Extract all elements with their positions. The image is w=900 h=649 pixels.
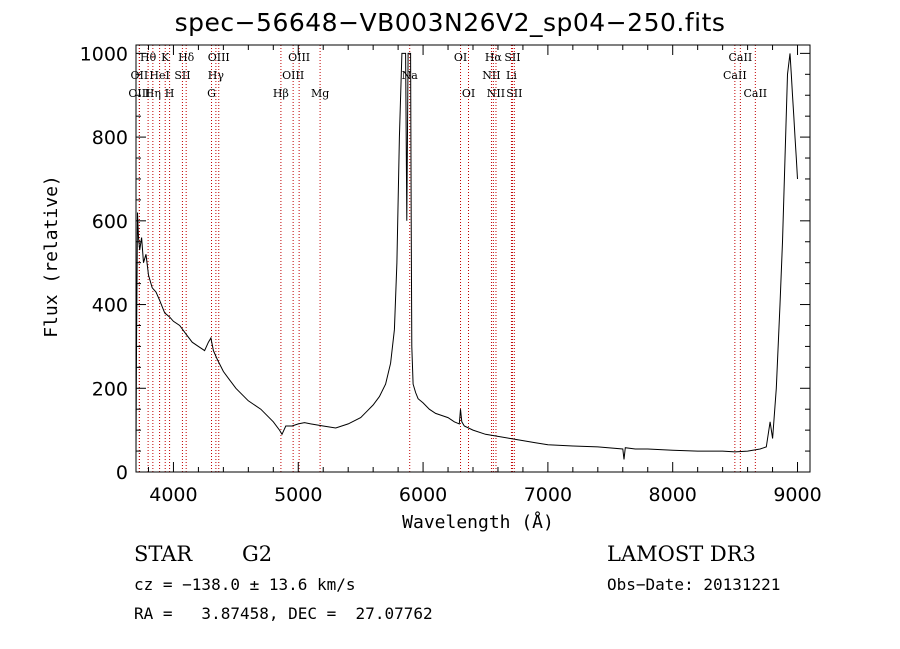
line-label-OIII: OIII: [282, 69, 304, 82]
x-tick-label: 8000: [649, 484, 697, 506]
y-tick-label: 800: [92, 127, 128, 149]
line-label-OIII: OIII: [208, 51, 230, 64]
line-label-Hη: Hη: [145, 87, 161, 100]
subclass: G2: [242, 542, 273, 566]
line-label-Li: Li: [506, 69, 517, 82]
line-label-Na: Na: [402, 69, 419, 82]
y-tick-label: 1000: [80, 43, 128, 65]
y-tick-label: 400: [92, 295, 128, 317]
y-axis-label: Flux (relative): [41, 175, 62, 338]
y-tick-label: 0: [116, 462, 128, 484]
line-label-CaII: CaII: [743, 87, 767, 100]
y-tick-label: 200: [92, 378, 128, 400]
line-label-G: G: [207, 87, 216, 100]
object-class: STAR: [134, 542, 193, 566]
line-label-Hα: Hα: [485, 51, 503, 64]
survey-name: LAMOST DR3: [607, 542, 756, 566]
line-label-NII: NII: [487, 87, 505, 100]
line-label-OI: OI: [462, 87, 475, 100]
redshift-cz: cz = −138.0 ± 13.6 km/s: [134, 575, 356, 594]
line-label-CaII: CaII: [723, 69, 747, 82]
x-tick-label: 5000: [274, 484, 322, 506]
chart-title: spec−56648−VB003N26V2_sp04−250.fits: [174, 8, 726, 37]
line-label-NII: NII: [482, 69, 500, 82]
line-label-Hβ: Hβ: [273, 87, 289, 100]
line-label-H: H: [165, 87, 175, 100]
line-label-Mg: Mg: [311, 87, 329, 100]
obs-date: Obs−Date: 20131221: [607, 575, 781, 594]
x-tick-label: 7000: [524, 484, 572, 506]
x-tick-label: 6000: [399, 484, 447, 506]
x-tick-label: 9000: [773, 484, 821, 506]
y-tick-label: 600: [92, 211, 128, 233]
plot-frame: [135, 44, 811, 473]
line-label-Hθ: Hθ: [140, 51, 157, 64]
x-axis-label: Wavelength (Å): [402, 511, 554, 533]
spectrum-line: [135, 52, 798, 460]
line-label-SII: SII: [506, 87, 522, 100]
x-tick-label: 4000: [149, 484, 197, 506]
line-label-SII: SII: [504, 51, 520, 64]
line-label-Hγ: Hγ: [208, 69, 225, 82]
line-label-OIII: OIII: [128, 87, 150, 100]
line-label-CaII: CaII: [729, 51, 753, 64]
line-label-OIII: OIII: [288, 51, 310, 64]
line-label-OII: OII: [131, 69, 149, 82]
line-label-Hδ: Hδ: [178, 51, 195, 64]
line-label-HeI: HeI: [149, 69, 169, 82]
line-label-K: K: [161, 51, 170, 64]
line-label-OI: OI: [454, 51, 467, 64]
line-label-SII: SII: [174, 69, 190, 82]
coordinates: RA = 3.87458, DEC = 27.07762: [134, 604, 433, 623]
